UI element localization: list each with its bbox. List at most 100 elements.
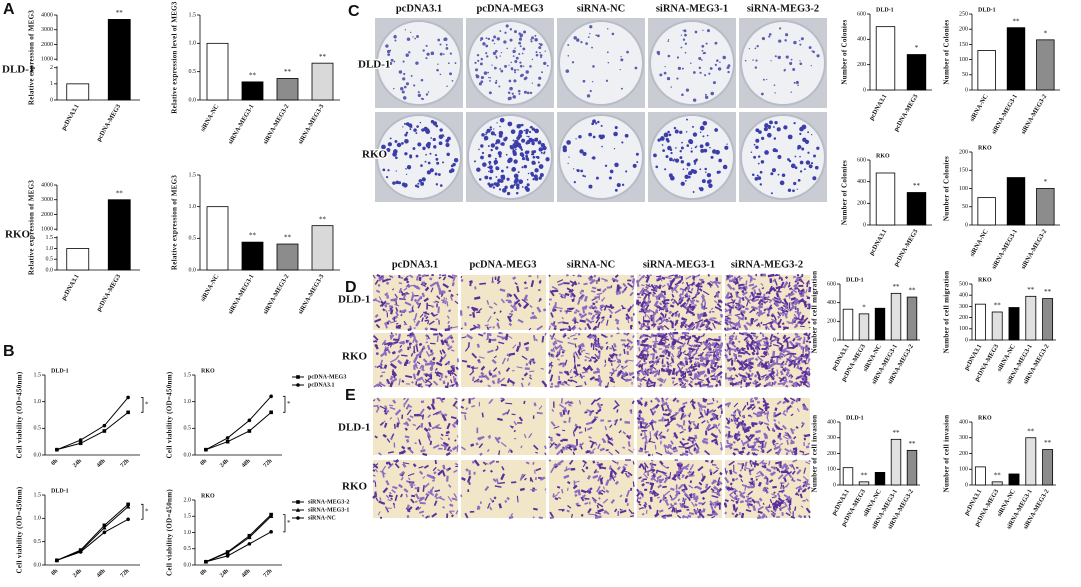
cell [728,274,732,278]
cell [480,371,485,376]
colony [591,80,594,83]
cell [752,381,758,386]
cell [724,467,728,475]
cell [664,276,672,280]
cell [763,475,768,480]
cell [614,419,617,424]
cell [629,409,633,415]
cell [609,354,612,357]
x-tick-label: 24h [72,458,83,469]
cell [729,308,732,314]
colony [757,176,762,180]
bracket [283,395,286,413]
axis-break [53,230,140,237]
cell [762,397,767,403]
cell [657,342,665,346]
cell [788,340,795,347]
cell [719,414,722,419]
cell [786,437,789,440]
colony [726,143,728,145]
cell [641,482,645,487]
cell [536,306,542,313]
cell [451,497,458,501]
cell [390,497,393,501]
colony [513,183,516,187]
column-label: siRNA-MEG3-1 [656,3,728,14]
cell [694,442,699,448]
colony [632,163,637,168]
cell [743,422,747,427]
y-tick-label: 0.5 [34,539,42,545]
cell [563,420,567,424]
cell [728,334,734,339]
colony [774,149,778,153]
colony [535,53,539,57]
cell [748,468,752,476]
cell [683,356,688,361]
cell [379,421,384,426]
colony [523,164,528,169]
colony [682,38,686,41]
annotation: ** [1044,439,1052,447]
colony [415,132,418,135]
y-tick-label: 0 [833,482,836,488]
colony [619,68,621,71]
cell [688,420,692,425]
chart-title: DLD-1 [978,7,996,13]
cell [803,433,811,438]
colony [764,150,769,155]
cell [441,299,446,303]
cell [673,474,677,477]
colony [788,159,792,163]
cell [381,465,387,472]
colony [699,144,704,149]
colony [402,126,404,128]
cell [403,287,408,291]
colony [420,164,423,167]
cell [719,471,723,476]
cell [710,338,718,342]
colony [701,179,706,184]
cell [424,377,431,384]
cell [742,439,750,446]
colony [812,176,817,181]
colony [488,183,493,188]
cell [775,442,779,445]
colony [425,153,427,156]
cell [671,300,677,305]
y-axis-label: Relative expression level of MEG3 [171,1,179,114]
bar [974,466,986,486]
cell [707,343,713,348]
cell [645,299,651,306]
cell [600,345,604,350]
cell [506,409,510,415]
cell [397,359,403,365]
cell [563,447,566,451]
cell [712,469,719,475]
colony [529,126,532,129]
cell [378,500,386,505]
cell [796,365,800,370]
colony [543,61,547,65]
x-tick-label: 72h [120,458,131,469]
cell [693,439,697,442]
colony [794,166,798,170]
cell [624,344,631,348]
cell [649,360,653,364]
cell [689,480,693,484]
y-tick-label: 0.0 [189,97,197,103]
cell [691,295,697,300]
cell [523,341,530,346]
cell [759,459,765,465]
cell [674,490,680,497]
colony [614,188,618,192]
cell [391,489,396,494]
cell [793,449,797,454]
cell [682,420,686,426]
plate [740,20,826,106]
bar [276,243,299,271]
cell [549,441,555,448]
cell [638,347,641,352]
cell [759,299,766,304]
cell [668,274,675,278]
